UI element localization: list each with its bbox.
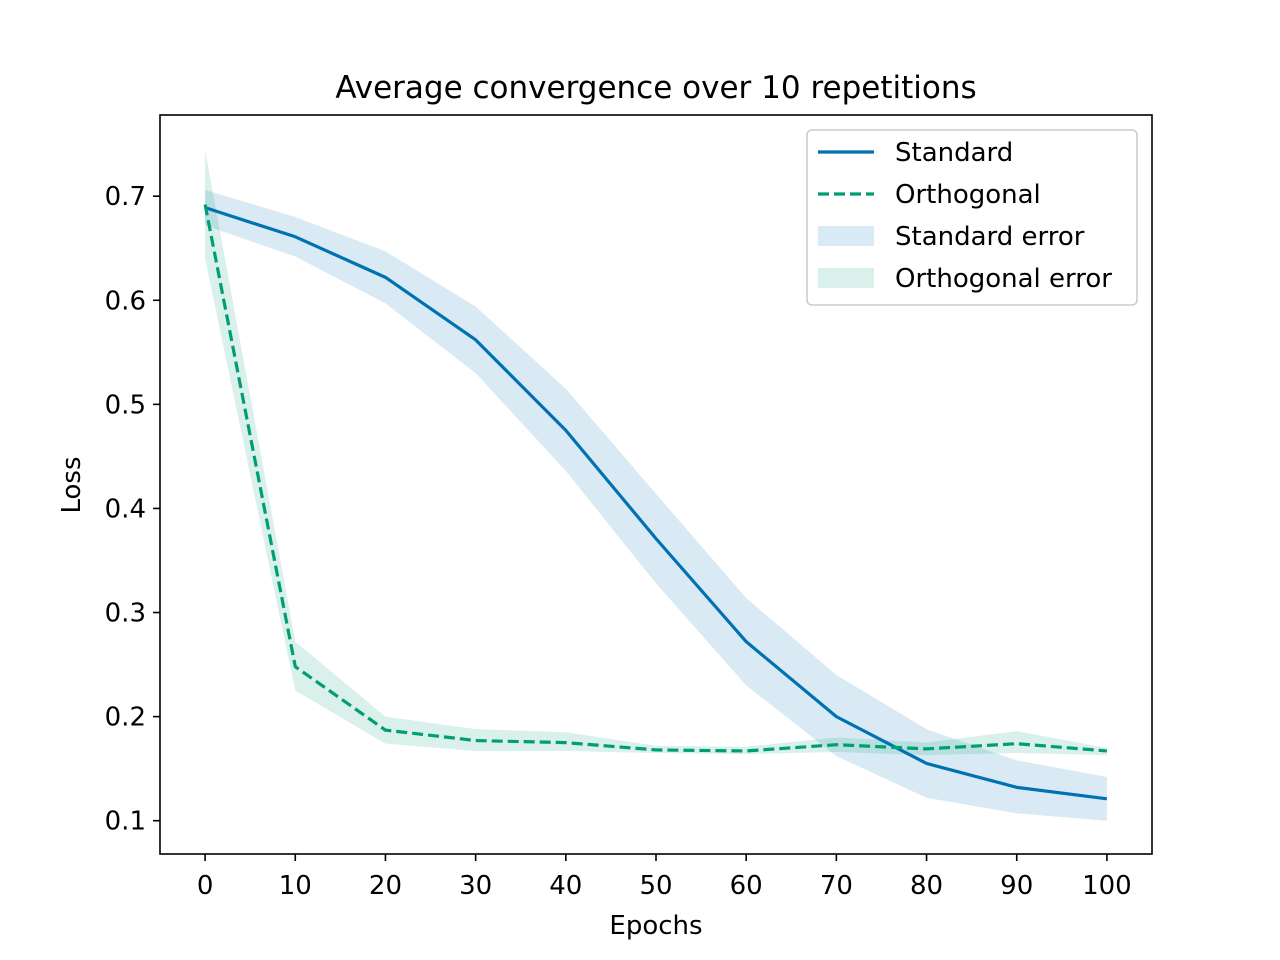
x-axis: 0 10 20 30 40 50 60 70 80 90 100 [197, 854, 1132, 901]
y-tick-label: 0.2 [105, 703, 146, 733]
chart-title: Average convergence over 10 repetitions [335, 70, 976, 106]
error-bands [205, 150, 1107, 821]
y-tick-label: 0.4 [105, 494, 146, 524]
legend-swatch-orthogonal-error [818, 268, 874, 288]
y-tick-label: 0.1 [105, 807, 146, 837]
standard-line [204, 206, 1108, 801]
x-tick-label: 50 [639, 871, 672, 901]
legend-box [806, 129, 1138, 306]
series-lines [203, 204, 1108, 801]
legend-label-standard-error: Standard error [895, 222, 1085, 252]
x-tick-label: 0 [197, 871, 214, 901]
x-tick-label: 80 [910, 871, 943, 901]
y-tick-label: 0.3 [105, 599, 146, 629]
y-tick-label: 0.6 [105, 286, 146, 316]
x-tick-label: 30 [459, 871, 492, 901]
x-tick-label: 40 [549, 871, 582, 901]
x-axis-title: Epochs [609, 911, 702, 941]
y-axis: 0.1 0.2 0.3 0.4 0.5 0.6 0.7 [105, 182, 160, 837]
legend-label-orthogonal: Orthogonal [895, 180, 1041, 210]
x-tick-label: 70 [820, 871, 853, 901]
legend-swatch-standard-error [818, 226, 874, 246]
legend-label-standard: Standard [895, 138, 1013, 168]
orthogonal-line [203, 204, 1108, 753]
x-tick-label: 10 [279, 871, 312, 901]
legend: Standard Orthogonal Standard error Orthogon… [806, 129, 1138, 306]
x-tick-label: 100 [1082, 871, 1132, 901]
y-axis-title: Loss [57, 456, 87, 513]
standard-error-band [205, 189, 1107, 821]
y-tick-label: 0.7 [105, 182, 146, 212]
x-tick-label: 60 [730, 871, 763, 901]
legend-label-orthogonal-error: Orthogonal error [895, 264, 1112, 294]
x-tick-label: 20 [369, 871, 402, 901]
y-tick-label: 0.5 [105, 390, 146, 420]
x-tick-label: 90 [1000, 871, 1033, 901]
